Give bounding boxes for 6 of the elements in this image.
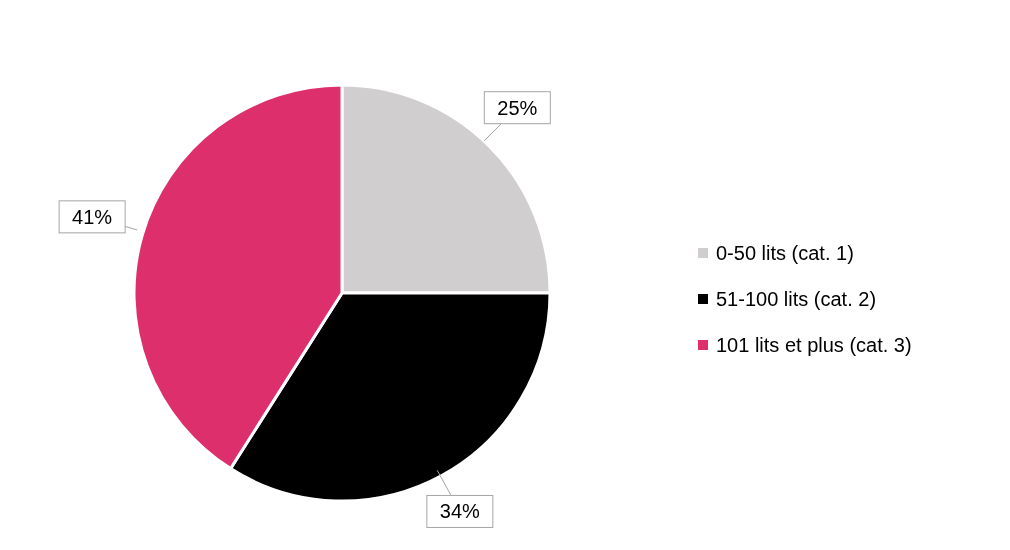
legend-label: 51-100 lits (cat. 2) (716, 287, 877, 311)
data-label: 34% (439, 500, 481, 523)
legend-label: 0-50 lits (cat. 1) (716, 241, 854, 265)
data-label: 25% (497, 96, 538, 119)
data-label: 41% (72, 205, 113, 228)
legend-label: 101 lits et plus (cat. 3) (716, 333, 912, 357)
